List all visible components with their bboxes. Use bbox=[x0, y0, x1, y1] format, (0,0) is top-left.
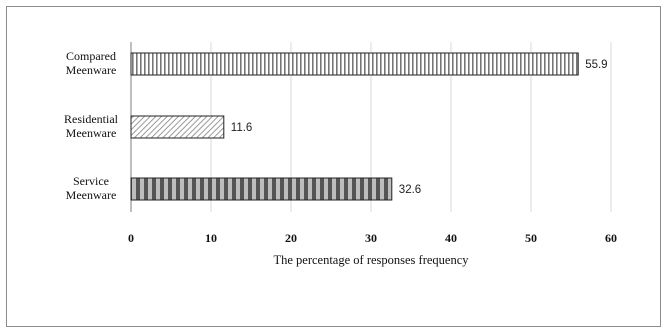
x-tick-label: 50 bbox=[525, 231, 537, 245]
bar bbox=[130, 177, 393, 201]
category-label: Residential bbox=[64, 112, 119, 126]
x-tick-label: 20 bbox=[285, 231, 297, 245]
x-tick-label: 60 bbox=[605, 231, 617, 245]
category-label: Service bbox=[73, 174, 109, 188]
bar bbox=[130, 115, 225, 139]
x-tick-label: 10 bbox=[205, 231, 217, 245]
data-label: 32.6 bbox=[399, 184, 421, 196]
data-label: 55.9 bbox=[585, 59, 607, 71]
bars bbox=[130, 52, 579, 201]
labels: 0 10 20 30 40 50 6055.9ComparedMeenware11.6Res… bbox=[64, 49, 617, 245]
x-tick-label: 30 bbox=[365, 231, 377, 245]
x-axis-title: The percentage of responses frequency bbox=[273, 253, 469, 267]
category-label: Meenware bbox=[66, 126, 117, 140]
category-label: Meenware bbox=[66, 63, 117, 77]
category-label: Meenware bbox=[66, 188, 117, 202]
data-label: 11.6 bbox=[231, 122, 253, 134]
bar bbox=[130, 52, 579, 76]
x-tick-label: 0 bbox=[128, 231, 134, 245]
x-tick-label: 40 bbox=[445, 231, 457, 245]
category-label: Compared bbox=[66, 49, 116, 63]
